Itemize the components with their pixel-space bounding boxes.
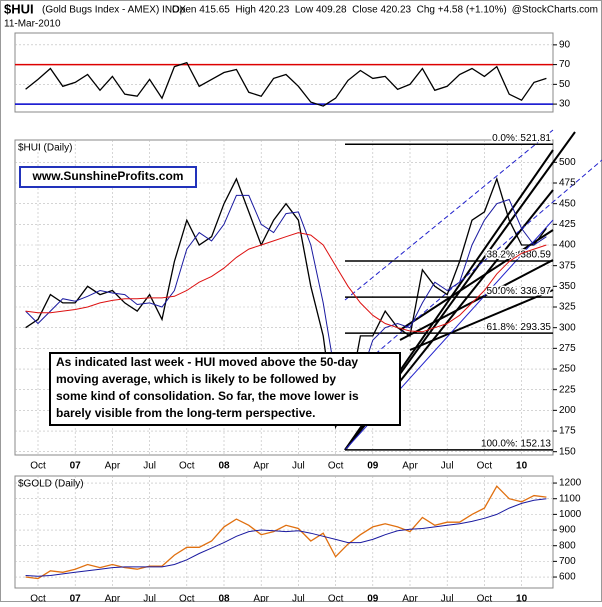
- y-tick-label: 300: [559, 322, 576, 333]
- y-tick-label: 1100: [559, 493, 581, 504]
- x-tick-label: 08: [218, 461, 230, 472]
- x-tick-label: Oct: [328, 461, 344, 472]
- y-tick-label: 500: [559, 157, 576, 168]
- y-tick-label: 450: [559, 198, 576, 209]
- series-line: [25, 232, 547, 333]
- y-tick-label: 400: [559, 240, 576, 251]
- fib-label: 100.0%: 152.13: [481, 439, 551, 450]
- x-tick-label: 07: [70, 461, 82, 472]
- x-tick-label: Jul: [143, 594, 156, 602]
- x-tick-label: 09: [367, 461, 379, 472]
- source: @StockCharts.com: [512, 5, 598, 16]
- x-tick-label: Jul: [441, 594, 454, 602]
- annotation-line: some kind of consolidation. So far, the …: [56, 389, 359, 403]
- series-line: [25, 176, 547, 430]
- x-tick-label: Oct: [30, 594, 46, 602]
- watermark: www.SunshineProfits.com: [32, 169, 184, 183]
- y-tick-label: 700: [559, 556, 576, 567]
- y-tick-label: 600: [559, 572, 576, 583]
- y-tick-label: 200: [559, 405, 576, 416]
- y-tick-label: 425: [559, 219, 576, 230]
- x-tick-label: Jul: [292, 461, 305, 472]
- x-tick-label: Apr: [402, 594, 418, 602]
- x-tick-label: Oct: [477, 461, 493, 472]
- fan-line: [409, 289, 554, 351]
- x-tick-label: 07: [70, 594, 82, 602]
- x-tick-label: Jul: [143, 461, 156, 472]
- x-tick-label: 09: [367, 594, 379, 602]
- series-line: [25, 194, 547, 412]
- x-tick-label: Apr: [402, 461, 418, 472]
- x-tick-label: Jul: [441, 461, 454, 472]
- description: (Gold Bugs Index - AMEX) INDX: [42, 5, 186, 16]
- y-tick-label: 375: [559, 260, 576, 271]
- y-tick-label: 30: [559, 99, 571, 110]
- x-tick-label: Apr: [105, 461, 121, 472]
- x-tick-label: Oct: [30, 461, 46, 472]
- y-tick-label: 150: [559, 446, 576, 457]
- y-tick-label: 800: [559, 540, 576, 551]
- x-tick-label: 10: [516, 594, 528, 602]
- channel-line: [344, 159, 602, 381]
- x-tick-label: 08: [218, 594, 230, 602]
- fan-line: [399, 259, 554, 341]
- y-tick-label: 225: [559, 384, 576, 395]
- annotation-line: moving average, which is likely to be fo…: [56, 372, 336, 386]
- quote: Open 415.65 High 420.23 Low 409.28 Close…: [172, 5, 507, 16]
- x-tick-label: Jul: [292, 594, 305, 602]
- y-tick-label: 1200: [559, 478, 582, 489]
- annotation-line: As indicated last week - HUI moved above…: [56, 355, 358, 369]
- annotation-line: barely visible from the long-term perspe…: [56, 406, 315, 420]
- y-tick-label: 900: [559, 525, 576, 536]
- x-tick-label: Oct: [179, 461, 195, 472]
- series-line: [25, 498, 547, 577]
- x-tick-label: 10: [516, 461, 528, 472]
- channel-line: [344, 129, 554, 301]
- plot-area: [14, 475, 554, 589]
- fib-label: 50.0%: 336.97: [487, 286, 552, 297]
- y-tick-label: 1000: [559, 509, 582, 520]
- y-tick-label: 90: [559, 39, 571, 50]
- y-tick-label: 50: [559, 79, 571, 90]
- symbol: $HUI: [4, 1, 34, 16]
- y-tick-label: 325: [559, 302, 576, 313]
- fan-line: [399, 229, 554, 331]
- fib-label: 61.8%: 293.35: [487, 322, 552, 333]
- y-tick-label: 70: [559, 59, 571, 70]
- x-tick-label: Oct: [477, 594, 493, 602]
- panel-title: $GOLD (Daily): [18, 479, 84, 490]
- x-tick-label: Oct: [328, 594, 344, 602]
- annotation-box: [49, 352, 401, 426]
- y-tick-label: 275: [559, 343, 576, 354]
- y-tick-label: 250: [559, 364, 576, 375]
- watermark-box: [19, 166, 197, 188]
- x-tick-label: Oct: [179, 594, 195, 602]
- series-line: [25, 61, 547, 107]
- date: 11-Mar-2010: [4, 19, 61, 30]
- y-tick-label: 475: [559, 178, 576, 189]
- fib-label: 0.0%: 521.81: [492, 133, 551, 144]
- panel-title: $HUI (Daily): [18, 143, 72, 154]
- y-tick-label: 350: [559, 281, 576, 292]
- series-line: [25, 485, 547, 580]
- x-tick-label: Apr: [105, 594, 121, 602]
- y-tick-label: 175: [559, 426, 576, 437]
- x-tick-label: Apr: [253, 594, 269, 602]
- x-tick-label: Apr: [253, 461, 269, 472]
